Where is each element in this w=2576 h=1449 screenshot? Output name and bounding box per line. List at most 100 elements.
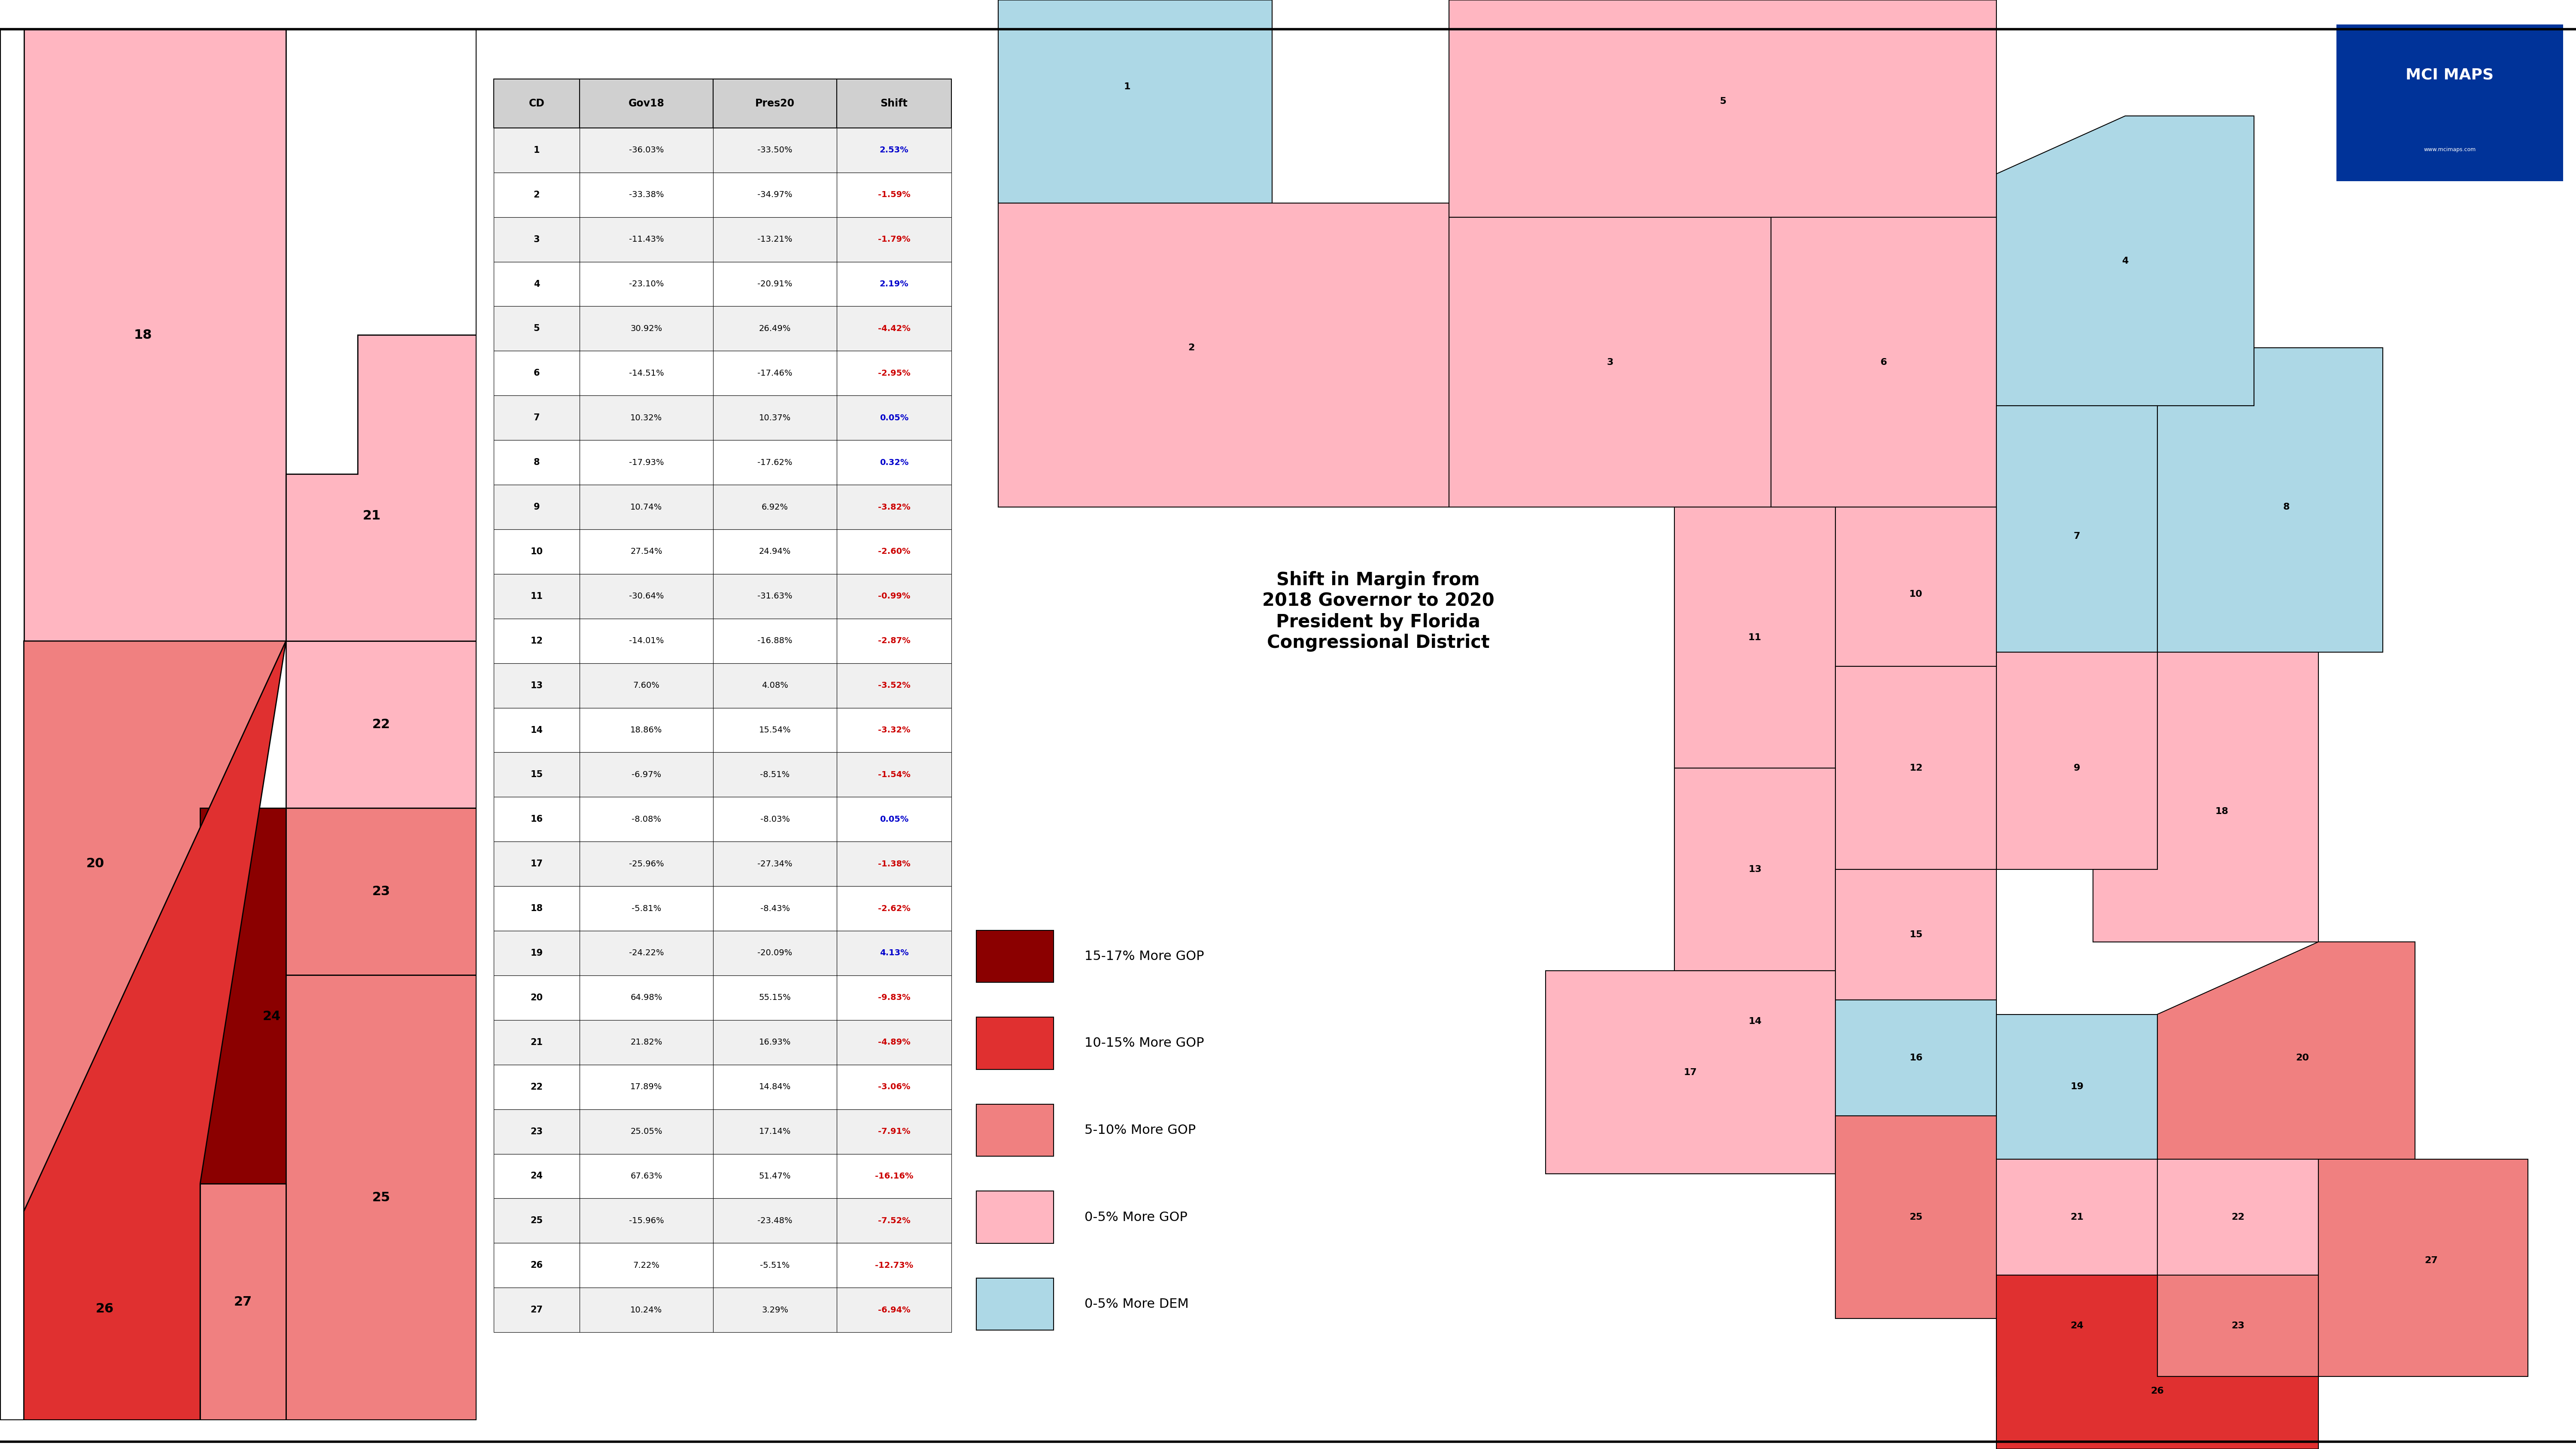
Text: 17: 17 [1685, 1068, 1698, 1077]
Bar [714, 1110, 837, 1153]
Polygon shape [1996, 652, 2159, 869]
Text: 18.86%: 18.86% [631, 726, 662, 735]
Polygon shape [999, 203, 1448, 507]
Bar [976, 1278, 1054, 1330]
Text: CD: CD [528, 99, 544, 109]
Bar [837, 1110, 951, 1153]
Bar [495, 217, 580, 262]
Bar [714, 1198, 837, 1243]
Bar [837, 619, 951, 664]
Text: 23: 23 [371, 885, 392, 897]
Bar [495, 619, 580, 664]
Text: -34.97%: -34.97% [757, 191, 793, 199]
Bar [714, 707, 837, 752]
Text: -8.43%: -8.43% [760, 904, 791, 913]
Bar [837, 172, 951, 217]
Bar [580, 1153, 714, 1198]
Text: -24.22%: -24.22% [629, 949, 665, 958]
Bar [580, 262, 714, 306]
Text: -14.51%: -14.51% [629, 369, 665, 377]
Text: 10-15% More GOP: 10-15% More GOP [1084, 1037, 1203, 1049]
Bar [580, 664, 714, 707]
Bar [976, 1017, 1054, 1069]
Text: 2: 2 [533, 190, 541, 199]
Text: 24: 24 [263, 1010, 281, 1023]
Text: 15.54%: 15.54% [760, 726, 791, 735]
Text: 15: 15 [531, 771, 544, 780]
Bar [837, 78, 951, 128]
Text: 17: 17 [531, 859, 544, 868]
Text: -5.51%: -5.51% [760, 1261, 791, 1269]
Text: -15.96%: -15.96% [629, 1217, 665, 1224]
Text: -31.63%: -31.63% [757, 593, 793, 600]
Bar [580, 351, 714, 396]
Text: 14: 14 [1749, 1017, 1762, 1026]
Text: 21: 21 [363, 510, 381, 522]
Polygon shape [2159, 1159, 2318, 1275]
Bar [837, 306, 951, 351]
Bar [495, 574, 580, 619]
Text: 3: 3 [1607, 358, 1613, 367]
Bar [580, 975, 714, 1020]
Bar [714, 440, 837, 485]
Text: -7.52%: -7.52% [878, 1217, 909, 1224]
Bar [495, 1243, 580, 1288]
Bar [495, 664, 580, 707]
Bar [837, 1153, 951, 1198]
Text: -3.52%: -3.52% [878, 681, 909, 690]
Text: -16.16%: -16.16% [876, 1172, 914, 1181]
Text: 14: 14 [531, 726, 544, 735]
Text: 55.15%: 55.15% [760, 994, 791, 1001]
Text: -2.95%: -2.95% [878, 369, 909, 377]
Text: 16.93%: 16.93% [760, 1039, 791, 1046]
Bar [837, 664, 951, 707]
Bar [714, 1243, 837, 1288]
Text: 64.98%: 64.98% [631, 994, 662, 1001]
Text: -3.82%: -3.82% [878, 503, 909, 511]
Text: 4.13%: 4.13% [878, 949, 909, 958]
Bar [714, 975, 837, 1020]
Bar [495, 306, 580, 351]
Bar [837, 1065, 951, 1110]
Bar [580, 1243, 714, 1288]
Text: -2.62%: -2.62% [878, 904, 909, 913]
Text: -8.51%: -8.51% [760, 771, 791, 778]
Bar [714, 217, 837, 262]
Bar [714, 1153, 837, 1198]
Bar [837, 842, 951, 887]
Bar [495, 396, 580, 440]
Polygon shape [1834, 507, 1996, 667]
Text: www.mcimaps.com: www.mcimaps.com [2424, 146, 2476, 152]
Text: 18: 18 [2215, 807, 2228, 816]
Text: 67.63%: 67.63% [631, 1172, 662, 1181]
Text: 12: 12 [1909, 764, 1922, 772]
Bar [495, 128, 580, 172]
Text: -1.59%: -1.59% [878, 191, 909, 199]
Text: 6: 6 [533, 369, 541, 378]
Text: 7.60%: 7.60% [634, 681, 659, 690]
Bar [714, 351, 837, 396]
Text: 26: 26 [95, 1303, 113, 1314]
Polygon shape [2318, 1159, 2527, 1377]
Text: 11: 11 [531, 593, 544, 600]
Bar [580, 529, 714, 574]
Text: 4.08%: 4.08% [762, 681, 788, 690]
Text: 7: 7 [2074, 532, 2081, 540]
Text: -7.91%: -7.91% [878, 1127, 909, 1136]
Text: 25: 25 [371, 1191, 392, 1204]
Polygon shape [1834, 667, 1996, 869]
Text: -2.87%: -2.87% [878, 636, 909, 645]
Text: Shift in Margin from
2018 Governor to 2020
President by Florida
Congressional Di: Shift in Margin from 2018 Governor to 20… [1262, 571, 1494, 652]
Polygon shape [1546, 971, 1834, 1174]
Bar [837, 396, 951, 440]
Text: 10.37%: 10.37% [760, 414, 791, 422]
Polygon shape [2159, 348, 2383, 652]
Text: 22: 22 [531, 1082, 544, 1091]
Bar [580, 1110, 714, 1153]
Text: -9.83%: -9.83% [878, 994, 909, 1001]
Polygon shape [23, 640, 286, 1420]
Text: 26: 26 [531, 1261, 544, 1269]
Polygon shape [1996, 1014, 2159, 1159]
Text: 8: 8 [2282, 503, 2290, 511]
Bar [714, 619, 837, 664]
